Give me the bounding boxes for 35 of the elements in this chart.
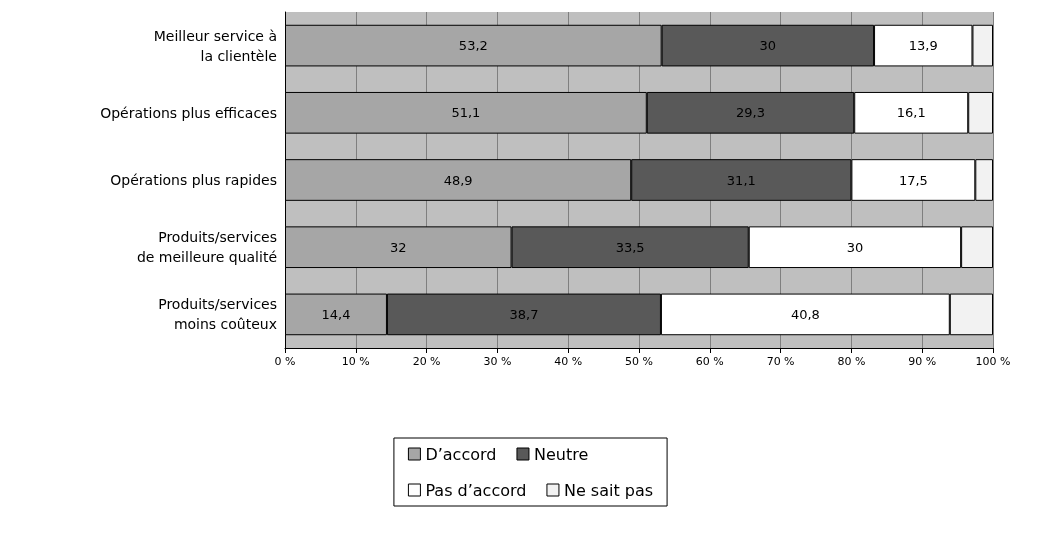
y-tick-label: Opérations plus rapides	[110, 172, 277, 188]
legend-label: D’accord	[425, 444, 497, 464]
x-tick-label: 10 %	[341, 355, 370, 368]
legend-label: Pas d’accord	[425, 480, 527, 500]
legend-label: Neutre	[533, 444, 589, 464]
x-tick-label: 50 %	[625, 355, 653, 368]
data-label: 33,5	[615, 239, 645, 255]
x-tick-label: 20 %	[412, 355, 441, 368]
data-label: 13,9	[908, 38, 938, 54]
data-label: 38,7	[509, 306, 539, 322]
data-label: 17,5	[898, 172, 928, 188]
legend-label: Ne sait pas	[563, 480, 654, 500]
data-label: 29,3	[736, 105, 765, 121]
y-tick-label: Produits/services moins coûteux	[158, 296, 277, 333]
data-label: 31,1	[726, 172, 756, 188]
y-tick-label: Produits/services de meilleure qualité	[136, 229, 277, 266]
x-tick-label: 0 %	[274, 355, 296, 368]
x-tick-label: 100 %	[975, 355, 1011, 368]
y-tick-label: Opérations plus efficaces	[100, 104, 277, 121]
x-tick-label: 40 %	[554, 355, 583, 368]
x-tick-label: 70 %	[766, 355, 795, 368]
data-label: 32	[390, 239, 407, 255]
x-tick-label: 80 %	[837, 355, 866, 368]
data-label: 51,1	[451, 105, 481, 121]
data-label: 14,4	[321, 306, 351, 322]
x-tick-label: 60 %	[695, 355, 724, 368]
data-label: 53,2	[458, 38, 488, 54]
data-label: 48,9	[443, 172, 473, 188]
data-label: 40,8	[790, 306, 820, 322]
data-label: 16,1	[896, 105, 926, 121]
data-label: 30	[846, 239, 864, 255]
data-label: 30	[759, 38, 777, 54]
y-tick-label: Meilleur service à la clientèle	[153, 27, 277, 64]
x-tick-label: 90 %	[908, 355, 937, 368]
x-tick-label: 30 %	[483, 355, 512, 368]
